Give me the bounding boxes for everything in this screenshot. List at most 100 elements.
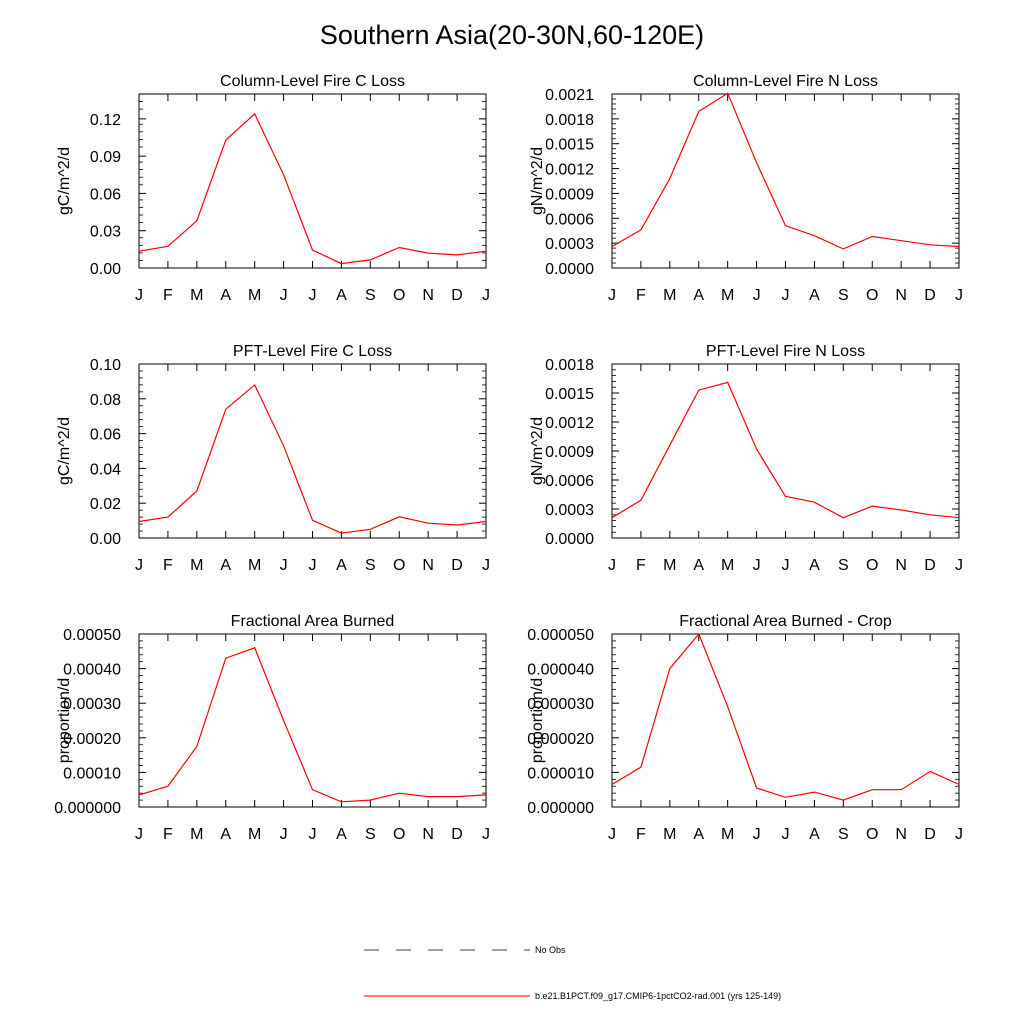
- chart-6-series-line: [611, 632, 960, 801]
- chart-1-xtick-label: D: [451, 287, 463, 304]
- chart-3-xtick-label: J: [309, 557, 317, 574]
- chart-6-xtick-label: J: [782, 826, 790, 843]
- chart-5-xtick-label: O: [393, 826, 405, 843]
- chart-3-xtick-label: O: [393, 557, 405, 574]
- chart-1-ytick-label: 0.06: [90, 186, 121, 203]
- chart-2-xtick-label: N: [895, 287, 907, 304]
- chart-1-ytick-label: 0.09: [90, 149, 121, 166]
- chart-6-xtick-label: M: [663, 826, 676, 843]
- chart-3-xtick-label: J: [482, 557, 490, 574]
- chart-1-xtick-label: J: [482, 287, 490, 304]
- chart-3-ytick-label: 0.00: [90, 531, 121, 548]
- chart-6-frame: [611, 633, 960, 808]
- chart-6-xtick-label: J: [753, 826, 761, 843]
- chart-6-ytick-label: 0.000050: [527, 627, 594, 644]
- chart-5-xtick-label: J: [280, 826, 288, 843]
- chart-2-xtick-label: D: [924, 287, 936, 304]
- chart-1-xtick-label: O: [393, 287, 405, 304]
- chart-1-xtick-label: F: [163, 287, 173, 304]
- chart-2-xtick-label: M: [663, 287, 676, 304]
- chart-5-ytick-label: 0.00040: [63, 662, 121, 679]
- chart-2-ytick-label: 0.0009: [545, 186, 594, 203]
- chart-5-xtick-label: J: [482, 826, 490, 843]
- chart-5-xtick-label: S: [365, 826, 376, 843]
- chart-5-ytick-label: 0.00020: [63, 731, 121, 748]
- chart-1-xtick-label: N: [422, 287, 434, 304]
- chart-3-ytick-label: 0.04: [90, 461, 121, 478]
- chart-3-ytick-label: 0.08: [90, 392, 121, 409]
- chart-2-xtick-label: J: [782, 287, 790, 304]
- chart-4-ytick-label: 0.0009: [545, 444, 594, 461]
- chart-3-series-line: [138, 383, 487, 534]
- chart-5-ylabel: proportion/d: [56, 678, 73, 763]
- chart-5-series-line: [138, 647, 487, 803]
- chart-4-frame: [611, 363, 960, 539]
- chart-5-xtick-label: A: [220, 826, 231, 843]
- chart-1-xtick-label: J: [135, 287, 143, 304]
- chart-6-ytick-label: 0.000000: [527, 800, 594, 817]
- chart-4-ylabel: gN/m^2/d: [529, 417, 546, 485]
- chart-1-xtick-label: A: [220, 287, 231, 304]
- chart-3-ytick-label: 0.02: [90, 496, 121, 513]
- chart-3-xtick-label: M: [190, 557, 203, 574]
- chart-2-ytick-label: 0.0015: [545, 137, 594, 154]
- chart-6-ytick-label: 0.000010: [527, 765, 594, 782]
- chart-3-xtick-label: M: [248, 557, 261, 574]
- chart-4-title: PFT-Level Fire N Loss: [706, 343, 865, 360]
- chart-6-ytick-label: 0.000020: [527, 731, 594, 748]
- chart-4-xtick-label: N: [895, 557, 907, 574]
- figure-title: Southern Asia(20-30N,60-120E): [319, 20, 705, 50]
- chart-2-xtick-label: A: [693, 287, 704, 304]
- chart-5-xtick-label: D: [451, 826, 463, 843]
- chart-2-ytick-label: 0.0012: [545, 162, 594, 179]
- chart-2-xtick-label: O: [866, 287, 878, 304]
- chart-1-xtick-label: S: [365, 287, 376, 304]
- chart-4-xtick-label: F: [636, 557, 646, 574]
- chart-3-title: PFT-Level Fire C Loss: [233, 343, 392, 360]
- chart-2-xtick-label: J: [753, 287, 761, 304]
- chart-6-xtick-label: J: [955, 826, 963, 843]
- chart-6-xtick-label: S: [838, 826, 849, 843]
- chart-4-ytick-label: 0.0012: [545, 415, 594, 432]
- chart-5-xtick-label: N: [422, 826, 434, 843]
- chart-4-xtick-label: S: [838, 557, 849, 574]
- chart-2-series-line: [611, 92, 960, 250]
- chart-1-series-line: [138, 112, 487, 265]
- chart-3-ytick-label: 0.10: [90, 357, 121, 374]
- chart-1-xtick-label: M: [190, 287, 203, 304]
- chart-1-ytick-label: 0.00: [90, 261, 121, 278]
- chart-5-ytick-label: 0.00010: [63, 765, 121, 782]
- chart-1-xtick-label: M: [248, 287, 261, 304]
- chart-6-ytick-label: 0.000030: [527, 696, 594, 713]
- chart-1-xtick-label: J: [309, 287, 317, 304]
- legend-model-label: b.e21.B1PCT.f09_g17.CMIP6-1pctCO2-rad.00…: [535, 991, 781, 1001]
- chart-1-title: Column-Level Fire C Loss: [220, 73, 405, 90]
- chart-2-ytick-label: 0.0000: [545, 261, 594, 278]
- chart-5-ytick-label: 0.00050: [63, 627, 121, 644]
- chart-3-xtick-label: S: [365, 557, 376, 574]
- chart-4-xtick-label: O: [866, 557, 878, 574]
- legend-no-obs-label: No Obs: [535, 945, 566, 955]
- chart-3-xtick-label: N: [422, 557, 434, 574]
- chart-1-ylabel: gC/m^2/d: [56, 147, 73, 215]
- chart-2-xtick-label: J: [608, 287, 616, 304]
- chart-5-xtick-label: M: [248, 826, 261, 843]
- chart-2-ylabel: gN/m^2/d: [529, 147, 546, 215]
- chart-5-xtick-label: J: [309, 826, 317, 843]
- chart-4-xtick-label: J: [782, 557, 790, 574]
- chart-6-xtick-label: F: [636, 826, 646, 843]
- chart-6-xtick-label: A: [693, 826, 704, 843]
- chart-3-xtick-label: A: [220, 557, 231, 574]
- chart-4-xtick-label: A: [809, 557, 820, 574]
- chart-4-xtick-label: J: [955, 557, 963, 574]
- chart-5-ytick-label: 0.000000: [54, 800, 121, 817]
- chart-5-xtick-label: J: [135, 826, 143, 843]
- chart-4-series-line: [611, 381, 960, 519]
- chart-3-xtick-label: F: [163, 557, 173, 574]
- chart-6-ylabel: proportion/d: [529, 678, 546, 763]
- chart-6-xtick-label: N: [895, 826, 907, 843]
- chart-2-xtick-label: S: [838, 287, 849, 304]
- chart-4-xtick-label: A: [693, 557, 704, 574]
- chart-3-ytick-label: 0.06: [90, 427, 121, 444]
